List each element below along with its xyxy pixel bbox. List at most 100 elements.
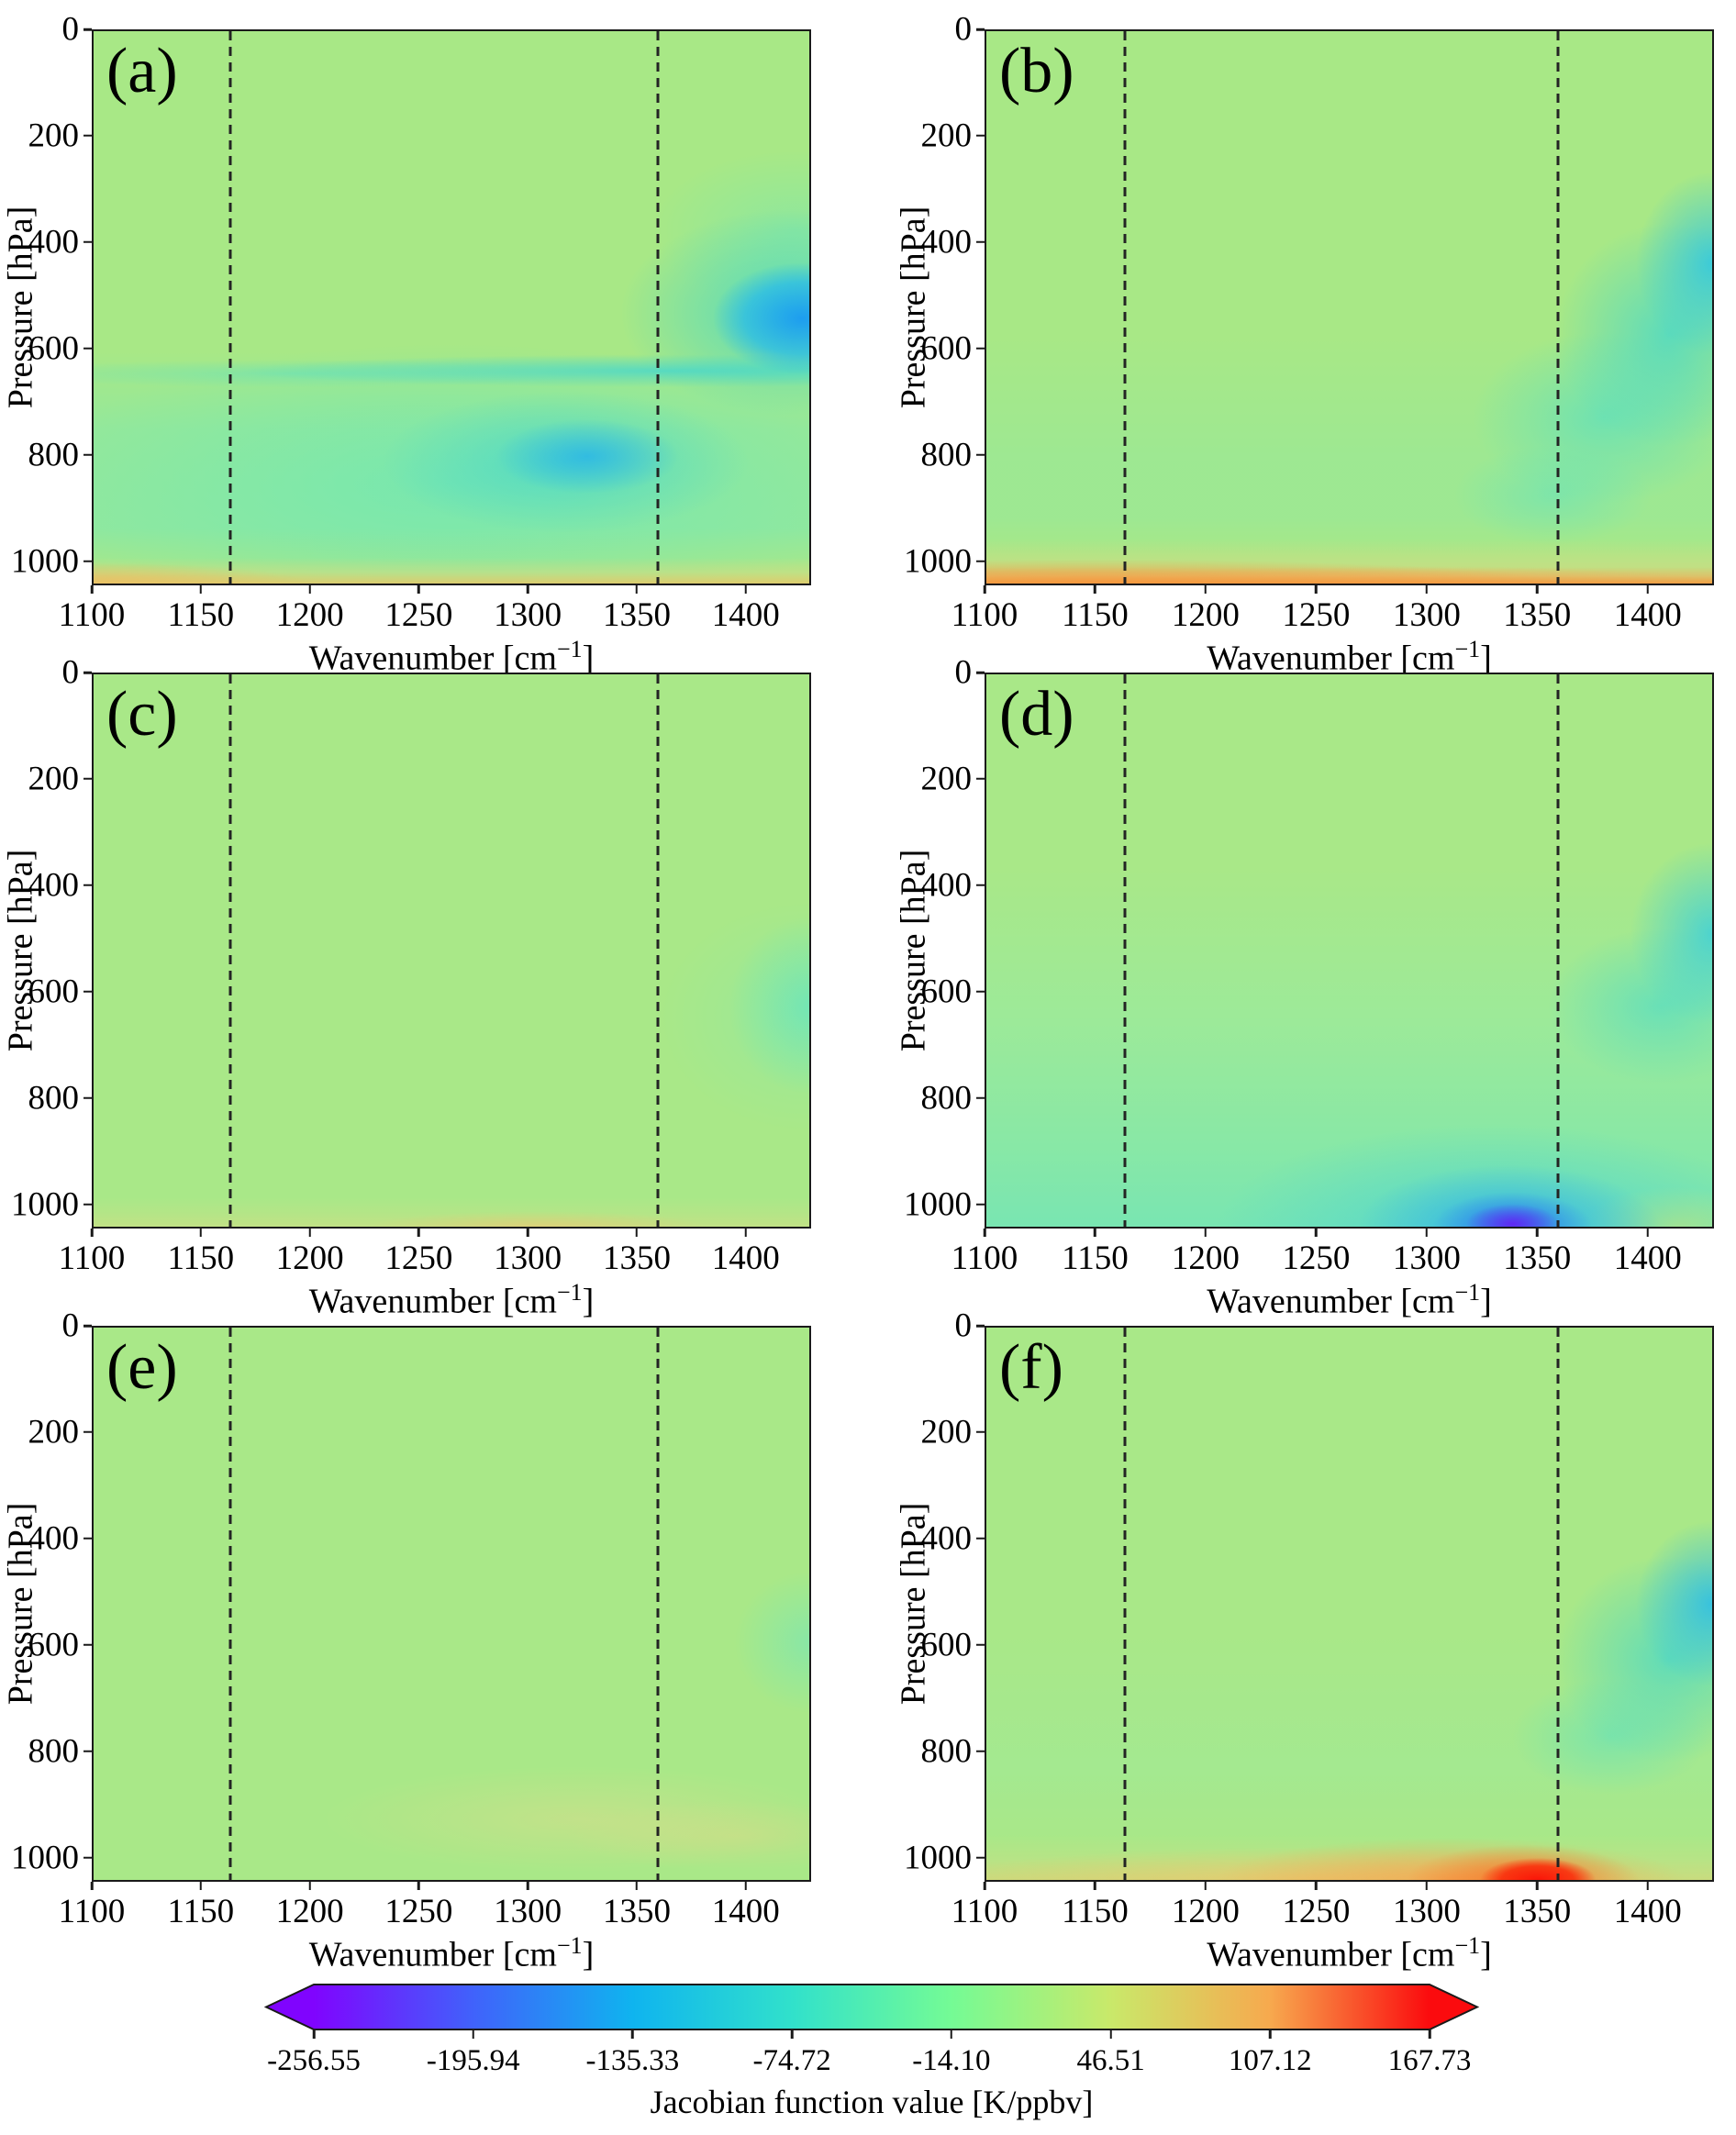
dashed-line-1360 xyxy=(1556,31,1560,584)
x-axis-label-suffix: ] xyxy=(582,1282,595,1321)
y-tick-label: 200 xyxy=(28,1413,80,1451)
x-tick xyxy=(744,1229,747,1237)
y-tick xyxy=(976,1750,985,1753)
x-tick xyxy=(417,585,420,594)
y-axis-label: Pressure [hPa] xyxy=(894,1502,932,1706)
y-tick xyxy=(976,240,985,244)
x-axis-label-suffix: ] xyxy=(582,639,595,678)
panel-letter-f: (f) xyxy=(999,1332,1063,1403)
x-tick-label: 1100 xyxy=(951,1893,1018,1930)
y-tick-label: 400 xyxy=(920,223,973,261)
x-tick-label: 1250 xyxy=(1282,596,1351,634)
y-tick-label: 1000 xyxy=(904,1839,972,1877)
x-axis-label: Wavenumber [cm−1] xyxy=(985,636,1714,678)
x-tick-label: 1150 xyxy=(167,1893,235,1930)
y-tick xyxy=(976,134,985,138)
heatmap-e xyxy=(92,1326,811,1882)
x-tick xyxy=(308,585,311,594)
y-tick-label: 0 xyxy=(954,10,973,49)
y-tick xyxy=(976,1643,985,1647)
panel-c: (c) Wavenumber [cm−1] Pressure [hPa] 110… xyxy=(1,656,811,1321)
x-tick xyxy=(635,1882,639,1890)
x-tick xyxy=(1094,1229,1096,1237)
x-tick xyxy=(1204,585,1207,594)
y-tick xyxy=(976,560,985,563)
x-tick xyxy=(1094,585,1096,594)
y-tick xyxy=(83,1856,92,1860)
x-tick-label: 1300 xyxy=(1392,596,1461,634)
colorbar-tick-label: -14.10 xyxy=(912,2044,991,2077)
colorbar-body xyxy=(264,1984,1479,2030)
colorbar-tick xyxy=(1269,2029,1272,2039)
heatmap-f xyxy=(985,1326,1714,1882)
y-tick xyxy=(83,777,92,781)
y-axis-label: Pressure [hPa] xyxy=(894,206,932,409)
x-tick xyxy=(1315,1229,1318,1237)
x-axis-label-exponent: −1 xyxy=(1454,636,1481,662)
y-tick-label: 1000 xyxy=(11,1185,79,1224)
x-tick-label: 1400 xyxy=(1613,1893,1682,1930)
panel-b: (b) Wavenumber [cm−1] Pressure [hPa] 110… xyxy=(894,13,1714,678)
x-tick xyxy=(199,1882,203,1890)
x-tick-label: 1350 xyxy=(1503,1893,1572,1930)
colorbar-tick xyxy=(1428,2029,1431,2039)
y-tick xyxy=(83,240,92,244)
y-tick-label: 0 xyxy=(61,10,80,49)
dashed-line-1163 xyxy=(228,674,232,1227)
x-tick xyxy=(90,1882,94,1890)
x-tick xyxy=(199,1229,203,1237)
y-tick-label: 200 xyxy=(920,1413,973,1451)
x-tick-label: 1150 xyxy=(1062,596,1129,634)
x-tick xyxy=(1646,585,1649,594)
dashed-line-1360 xyxy=(656,1328,660,1880)
x-axis-label: Wavenumber [cm−1] xyxy=(92,636,811,678)
x-tick-label: 1350 xyxy=(1503,1240,1572,1277)
x-tick xyxy=(1094,1882,1096,1890)
y-tick-label: 600 xyxy=(920,329,973,368)
x-tick-label: 1250 xyxy=(1282,1893,1351,1930)
heatmap-b xyxy=(985,29,1714,585)
y-tick xyxy=(976,777,985,781)
y-tick-label: 1000 xyxy=(904,1185,972,1224)
x-tick-label: 1100 xyxy=(58,1893,126,1930)
y-tick xyxy=(976,453,985,457)
dashed-line-1163 xyxy=(1123,31,1127,584)
x-tick xyxy=(199,585,203,594)
y-tick xyxy=(83,1750,92,1753)
x-tick xyxy=(1646,1229,1649,1237)
dashed-line-1163 xyxy=(1123,1328,1127,1880)
y-tick-label: 800 xyxy=(920,436,973,474)
panel-letter-e: (e) xyxy=(106,1332,178,1403)
x-tick xyxy=(526,1882,529,1890)
x-tick xyxy=(983,1882,986,1890)
y-tick xyxy=(976,28,985,31)
panel-letter-b: (b) xyxy=(999,36,1074,106)
x-tick xyxy=(526,1229,529,1237)
x-tick xyxy=(1315,1882,1318,1890)
x-axis-label: Wavenumber [cm−1] xyxy=(985,1932,1714,1974)
y-tick xyxy=(976,1430,985,1434)
y-tick-label: 600 xyxy=(28,973,80,1011)
y-tick-label: 800 xyxy=(920,1732,973,1771)
y-tick xyxy=(976,671,985,674)
colorbar-tick-label: 167.73 xyxy=(1387,2044,1472,2077)
x-tick-label: 1200 xyxy=(275,596,344,634)
panel-letter-a: (a) xyxy=(106,36,178,106)
x-axis-label-exponent: −1 xyxy=(556,636,583,662)
y-tick-label: 200 xyxy=(920,117,973,155)
panel-letter-d: (d) xyxy=(999,679,1074,750)
x-axis-label-exponent: −1 xyxy=(556,1932,583,1959)
heatmap-d xyxy=(985,673,1714,1229)
x-tick xyxy=(90,1229,94,1237)
y-tick xyxy=(976,1096,985,1100)
x-tick xyxy=(1425,1882,1429,1890)
x-axis-label-text: Wavenumber [cm xyxy=(308,1282,557,1321)
y-tick xyxy=(83,1203,92,1206)
x-tick-label: 1100 xyxy=(951,1240,1018,1277)
x-tick-label: 1300 xyxy=(1392,1240,1461,1277)
colorbar-tick xyxy=(472,2029,474,2039)
colorbar xyxy=(264,1984,1479,2030)
y-tick xyxy=(976,1203,985,1206)
x-axis-label-text: Wavenumber [cm xyxy=(1207,639,1455,678)
x-tick-label: 1150 xyxy=(1062,1240,1129,1277)
